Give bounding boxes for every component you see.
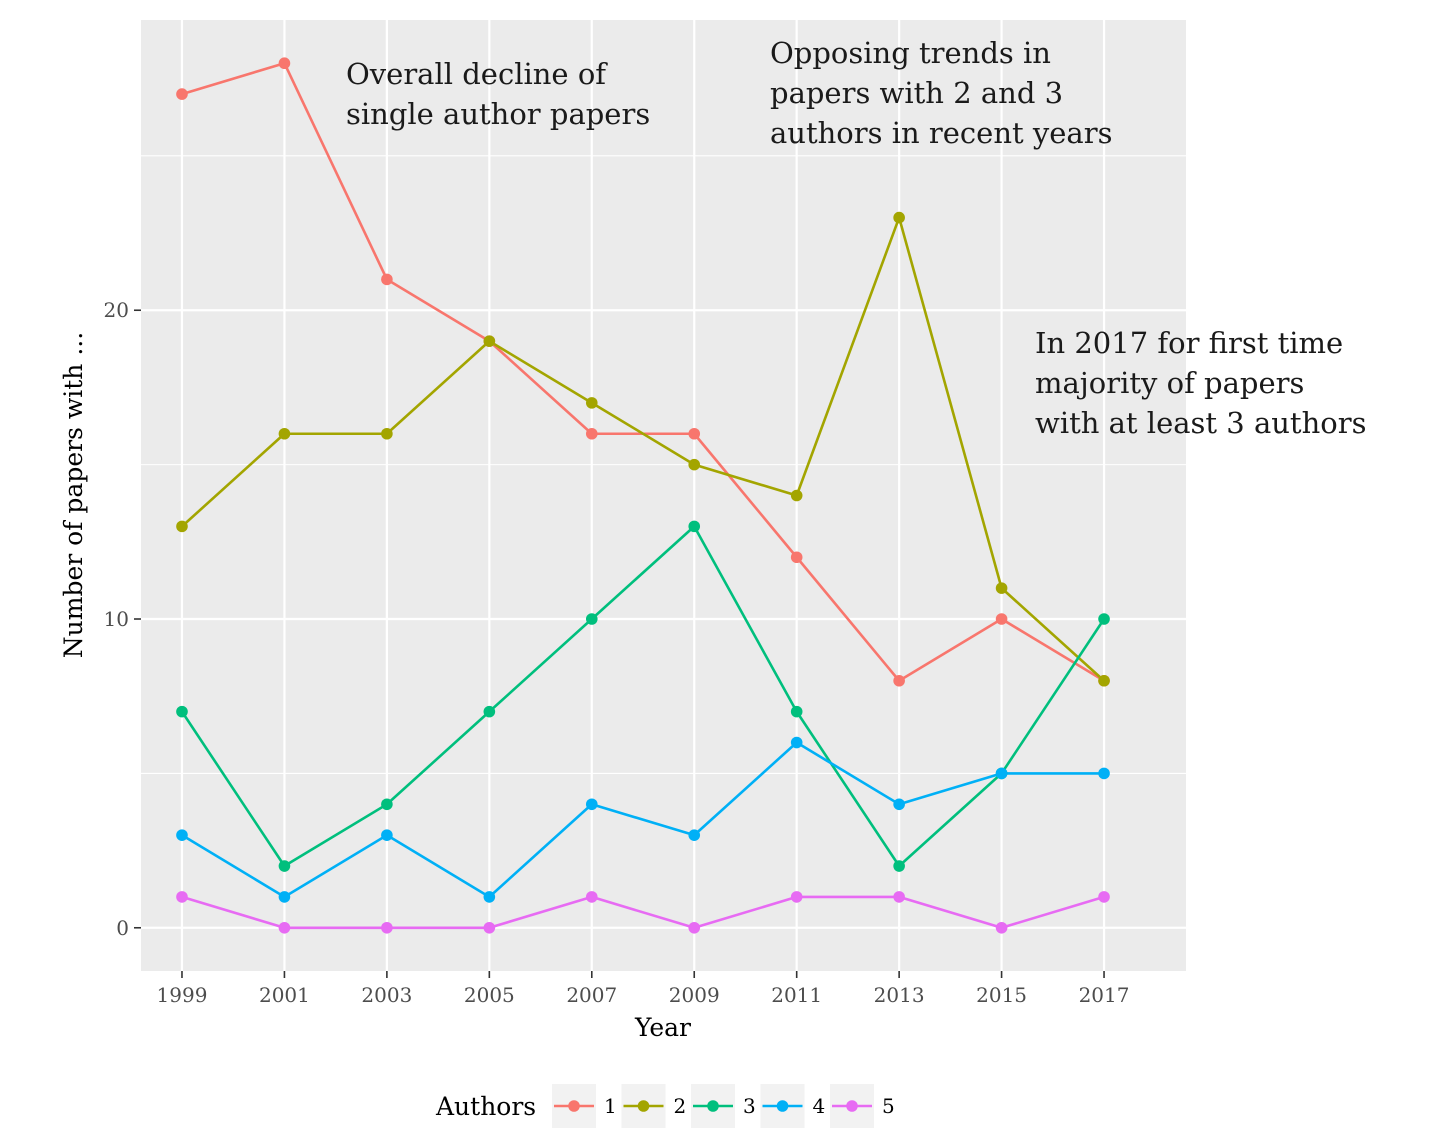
y-tick-label: 20 [104,298,129,322]
data-point-series-5 [995,921,1008,934]
x-tick-label: 1999 [157,983,208,1007]
x-tick-label: 2013 [874,983,925,1007]
data-point-series-3 [176,705,188,718]
legend-key-point [637,1100,650,1112]
data-point-series-3 [1098,613,1110,625]
data-point-series-4 [483,891,496,903]
series-line-4 [181,741,1105,899]
data-point-series-1 [381,273,393,286]
data-point-series-4 [893,798,905,811]
legend-label-3: 3 [743,1094,756,1118]
y-axis: 0 10 20 [104,298,141,940]
legend-key-point [846,1100,858,1112]
x-tick-label: 2007 [566,983,617,1007]
data-point-series-5 [585,891,598,903]
data-point-series-2 [483,335,496,347]
series-line-3 [180,525,1106,868]
legend: Authors 1 2 3 4 5 [435,1084,895,1128]
x-tick-label: 2015 [976,983,1027,1007]
plot-panel [141,20,1186,971]
data-point-series-5 [381,921,393,934]
series-points [176,57,1110,934]
data-point-series-2 [790,489,803,502]
data-point-series-3 [483,705,496,718]
data-point-series-5 [483,921,496,934]
data-point-series-3 [688,520,701,533]
x-tick-label: 2001 [259,983,310,1007]
data-point-series-3 [585,613,598,625]
series-line-2 [181,216,1105,682]
data-point-series-4 [176,829,188,841]
x-axis: 1999 2001 2003 2005 2007 2009 2011 2013 2015 2017 [157,971,1130,1007]
data-point-series-4 [278,891,291,903]
x-tick-label: 2005 [464,983,515,1007]
x-tick-label: 2003 [361,983,412,1007]
legend-key-point [568,1100,580,1112]
series-lines [180,61,1106,930]
legend-label-2: 2 [674,1094,687,1118]
data-point-series-2 [381,427,393,440]
data-point-series-2 [688,458,701,471]
data-point-series-1 [893,674,905,687]
legend-label-4: 4 [813,1094,826,1118]
data-point-series-1 [688,427,701,440]
x-axis-title: Year [634,1013,691,1042]
data-point-series-2 [278,427,291,440]
data-point-series-5 [688,921,701,934]
legend-key-point [776,1100,789,1112]
legend-title: Authors [435,1092,536,1121]
data-point-series-4 [381,829,393,841]
data-point-series-1 [176,88,188,100]
x-tick-label: 2017 [1079,983,1130,1007]
data-point-series-5 [790,891,803,903]
data-point-series-2 [893,211,905,224]
data-point-series-3 [790,705,803,718]
y-tick-label: 0 [116,916,129,940]
data-point-series-2 [176,520,188,533]
data-point-series-4 [790,736,803,749]
data-point-series-3 [893,860,905,872]
x-tick-label: 2009 [669,983,720,1007]
data-point-series-4 [688,829,701,841]
data-point-series-1 [278,57,291,70]
series-line-5 [181,895,1105,930]
x-tick-label: 2011 [771,983,822,1007]
y-axis-title: Number of papers with ... [59,332,88,658]
data-point-series-1 [995,613,1008,625]
data-point-series-3 [381,798,393,811]
data-point-series-5 [176,891,188,903]
annotation-2017-majority: In 2017 for first time majority of paper… [1035,326,1366,440]
legend-label-1: 1 [604,1094,617,1118]
data-point-series-5 [893,891,905,903]
annotation-single-author-decline: Overall decline of single author papers [346,57,650,131]
legend-label-5: 5 [882,1094,895,1118]
legend-keys: 1 2 3 4 5 [552,1084,895,1128]
annotation-opposing-trends: Opposing trends in papers with 2 and 3 a… [770,36,1112,150]
data-point-series-2 [1098,674,1110,687]
data-point-series-3 [278,860,291,872]
data-point-series-4 [585,798,598,811]
data-point-series-2 [585,397,598,409]
y-tick-label: 10 [104,607,129,631]
data-point-series-4 [1098,767,1110,780]
data-point-series-5 [1098,891,1110,903]
data-point-series-4 [995,767,1008,780]
data-point-series-5 [278,921,291,934]
legend-key-point [707,1100,719,1112]
data-point-series-1 [790,551,803,564]
data-point-series-2 [995,582,1008,594]
data-point-series-1 [585,427,598,440]
